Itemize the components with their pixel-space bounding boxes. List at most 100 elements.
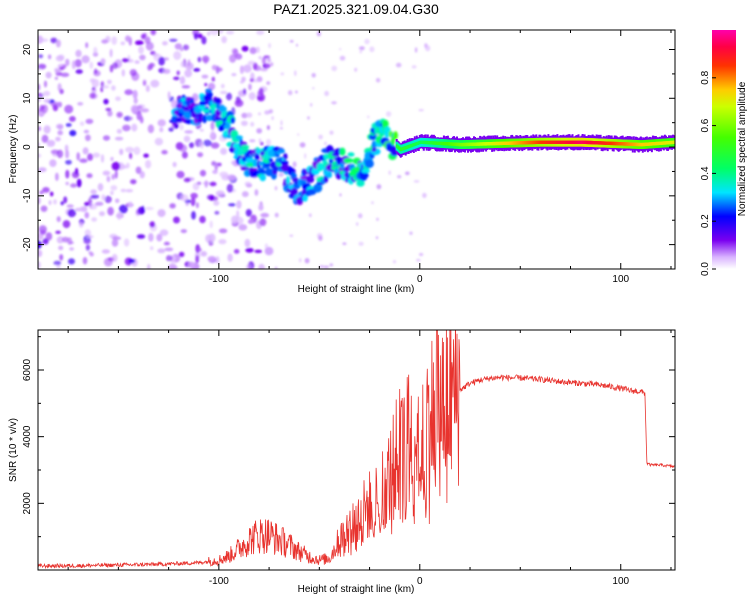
noise-blob — [145, 41, 154, 51]
noise-blob — [167, 91, 171, 100]
noise-blob — [233, 249, 240, 254]
signal-blob — [361, 168, 371, 174]
signal-blob — [393, 131, 398, 140]
noise-blob — [180, 229, 187, 234]
noise-blob — [371, 201, 374, 205]
noise-blob — [359, 50, 363, 54]
signal-blob — [371, 147, 377, 152]
noise-blob — [104, 195, 112, 204]
noise-blob — [354, 67, 358, 72]
signal-blob — [302, 194, 308, 202]
x-tick-label: 0 — [417, 576, 423, 587]
signal-blob — [336, 156, 342, 166]
noise-blob — [356, 222, 359, 226]
signal-blob — [384, 132, 390, 138]
noise-blob — [45, 71, 52, 79]
noise-blob — [254, 249, 263, 253]
noise-blob — [358, 241, 364, 246]
noise-blob — [84, 212, 90, 219]
noise-blob — [40, 205, 48, 212]
signal-blob — [199, 100, 208, 106]
noise-blob — [130, 179, 137, 185]
noise-blob — [304, 258, 310, 264]
noise-blob — [323, 265, 330, 269]
noise-blob — [55, 172, 59, 181]
noise-blob — [411, 65, 417, 69]
noise-blob — [107, 110, 113, 117]
noise-blob — [38, 92, 44, 98]
snr-frame — [37, 329, 676, 571]
noise-blob — [199, 141, 204, 149]
noise-blob — [112, 236, 122, 240]
noise-blob — [52, 104, 59, 112]
noise-blob — [236, 200, 242, 209]
noise-blob — [187, 261, 195, 269]
noise-blob — [375, 77, 381, 83]
signal-blob — [211, 106, 216, 116]
noise-blob — [38, 249, 43, 258]
noise-blob — [56, 149, 64, 159]
noise-blob — [208, 233, 216, 243]
noise-blob — [85, 118, 94, 124]
noise-blob — [157, 248, 166, 254]
signal-blob — [283, 153, 288, 160]
noise-blob — [169, 38, 178, 42]
noise-blob — [116, 211, 122, 220]
noise-blob — [244, 181, 252, 187]
signal-blob — [364, 159, 374, 168]
tone-core — [515, 141, 518, 145]
signal-blob — [306, 175, 315, 183]
signal-blob — [197, 112, 203, 118]
noise-blob — [227, 253, 233, 262]
noise-blob — [184, 69, 193, 78]
noise-blob — [244, 238, 251, 248]
noise-blob — [247, 60, 256, 66]
noise-blob — [102, 170, 111, 176]
noise-blob — [44, 80, 47, 88]
noise-blob — [147, 263, 151, 269]
noise-blob — [342, 242, 347, 245]
noise-blob — [292, 161, 297, 168]
noise-blob — [182, 44, 190, 51]
noise-blob — [123, 238, 130, 247]
noise-blob — [307, 116, 310, 120]
noise-blob — [214, 162, 218, 171]
noise-blob — [202, 55, 210, 63]
noise-blob — [57, 130, 63, 136]
signal-blob — [268, 158, 273, 163]
signal-blob — [217, 120, 224, 125]
noise-blob — [219, 171, 229, 178]
noise-blob — [312, 87, 315, 90]
noise-blob — [195, 202, 199, 209]
noise-blob — [85, 42, 89, 49]
signal-blob — [174, 117, 184, 123]
colorbar-tick-label: 0.2 — [700, 214, 711, 228]
noise-blob — [86, 235, 94, 239]
colorbar-tick-label: 0.0 — [700, 262, 711, 276]
noise-blob — [179, 124, 184, 131]
noise-blob — [93, 46, 98, 56]
noise-blob — [111, 173, 115, 180]
noise-blob — [89, 252, 94, 257]
noise-blob — [414, 47, 418, 53]
noise-blob — [143, 153, 149, 158]
noise-blob — [200, 251, 208, 257]
noise-blob — [385, 111, 392, 117]
noise-blob — [57, 101, 63, 108]
noise-blob — [274, 186, 278, 191]
noise-blob — [38, 261, 41, 269]
noise-blob — [147, 64, 152, 71]
noise-blob — [76, 178, 82, 188]
noise-blob — [114, 136, 124, 141]
noise-blob — [258, 112, 261, 116]
noise-blob — [329, 263, 333, 267]
noise-blob — [250, 121, 255, 127]
noise-blob — [324, 141, 327, 146]
noise-blob — [110, 156, 114, 162]
noise-blob — [189, 142, 194, 149]
noise-blob — [258, 87, 264, 96]
noise-blob — [238, 92, 242, 96]
noise-blob — [229, 54, 237, 63]
